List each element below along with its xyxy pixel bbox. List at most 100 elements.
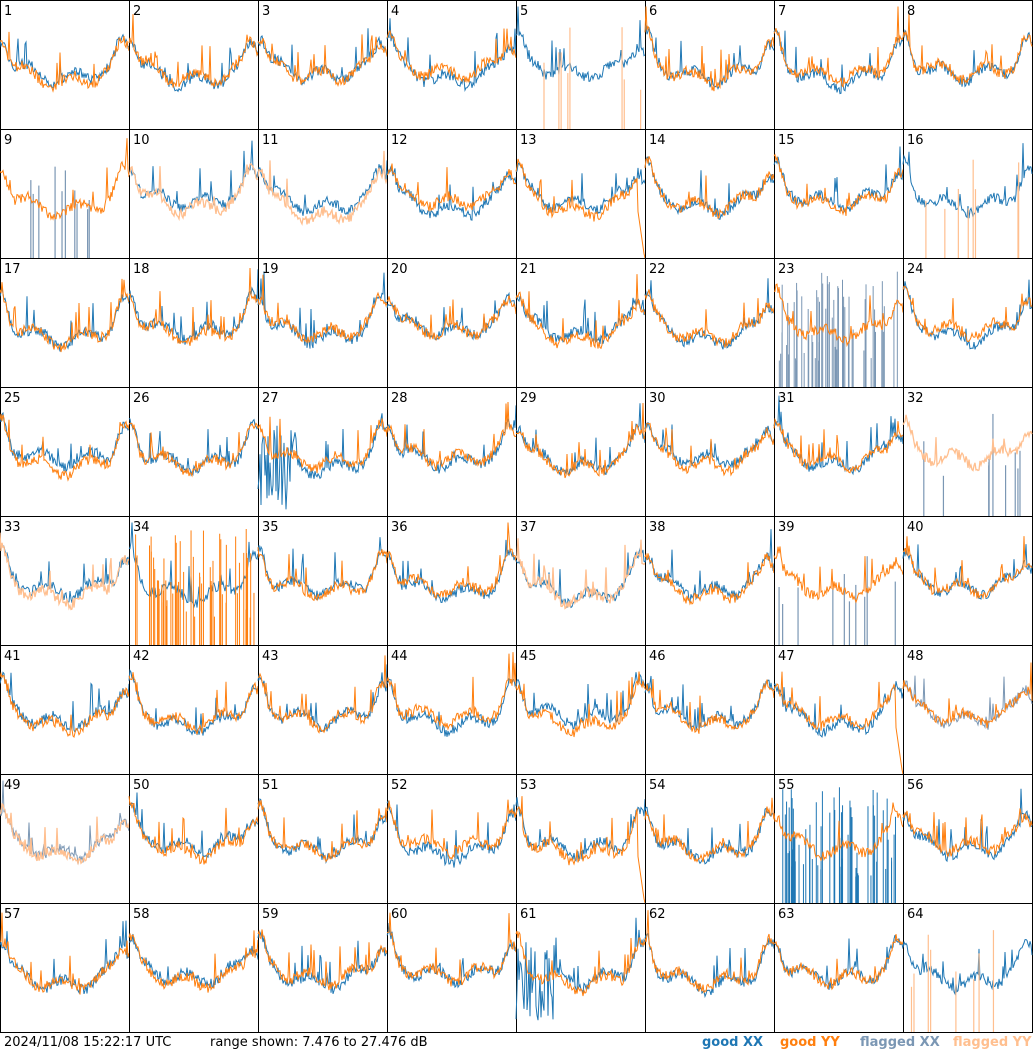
series-good-yy <box>0 671 130 738</box>
panel-label: 48 <box>907 649 924 664</box>
panel-55: 55 <box>773 774 904 904</box>
series-good-yy <box>128 422 259 478</box>
panel-label: 56 <box>907 778 924 793</box>
panel-40: 40 <box>902 516 1033 646</box>
panel-1: 1 <box>0 0 130 130</box>
series-good-yy <box>902 808 1033 858</box>
series-good-yy <box>515 930 646 997</box>
panel-8: 8 <box>902 0 1033 130</box>
series-flagged-yy <box>902 414 1033 472</box>
series-good-xx <box>128 140 259 213</box>
panel-42: 42 <box>128 645 259 775</box>
panel-label: 37 <box>520 520 537 535</box>
panel-frame <box>774 0 904 130</box>
series-good-xx <box>128 792 259 860</box>
panel-label: 9 <box>4 133 12 148</box>
panel-24: 24 <box>902 258 1033 388</box>
panel-label: 57 <box>4 907 21 922</box>
series-good-yy <box>0 278 130 353</box>
panel-label: 62 <box>649 907 666 922</box>
panel-frame <box>387 645 517 775</box>
panel-48: 48 <box>902 645 1033 775</box>
series-good-xx <box>515 296 646 345</box>
panel-36: 36 <box>386 516 517 646</box>
panel-44: 44 <box>386 645 517 775</box>
panel-34: 34 <box>128 516 259 646</box>
panel-label: 50 <box>133 778 150 793</box>
panel-label: 42 <box>133 649 150 664</box>
panel-label: 58 <box>133 907 150 922</box>
panel-20: 20 <box>386 258 517 388</box>
panel-6: 6 <box>644 0 775 130</box>
panel-label: 59 <box>262 907 279 922</box>
series-good-xx <box>257 160 388 216</box>
panel-57: 57 <box>0 903 130 1033</box>
panel-label: 10 <box>133 133 150 148</box>
series-good-yy <box>257 800 388 863</box>
panel-frame <box>645 0 775 130</box>
panel-15: 15 <box>773 129 904 259</box>
panel-label: 21 <box>520 262 537 277</box>
panel-2: 2 <box>128 0 259 130</box>
panel-label: 64 <box>907 907 924 922</box>
series-good-yy <box>515 274 646 350</box>
series-good-yy <box>128 796 259 865</box>
panel-45: 45 <box>515 645 646 775</box>
series-good-yy <box>257 655 388 734</box>
panel-60: 60 <box>386 903 517 1033</box>
panel-label: 25 <box>4 391 21 406</box>
series-good-yy <box>773 6 904 88</box>
series-good-xx <box>644 278 775 350</box>
panel-label: 24 <box>907 262 924 277</box>
panel-label: 27 <box>262 391 279 406</box>
series-good-xx <box>773 146 904 214</box>
series-good-yy <box>386 401 517 471</box>
panel-35: 35 <box>257 516 388 646</box>
panel-54: 54 <box>644 774 775 904</box>
series-good-xx <box>386 405 517 474</box>
panel-label: 18 <box>133 262 150 277</box>
panel-frame <box>645 129 775 259</box>
panel-label: 12 <box>391 133 408 148</box>
panel-47: 47 <box>773 645 904 775</box>
panel-label: 41 <box>4 649 21 664</box>
series-good-yy <box>0 413 130 482</box>
panel-label: 55 <box>778 778 795 793</box>
panel-12: 12 <box>386 129 517 259</box>
series-good-yy <box>0 31 130 93</box>
panel-label: 61 <box>520 907 537 922</box>
legend-good-xx: good XX <box>702 1035 764 1050</box>
series-flagged-yy <box>128 162 259 222</box>
series-good-xx <box>515 161 646 215</box>
panel-label: 40 <box>907 520 924 535</box>
series-good-yy <box>0 138 130 221</box>
panel-33: 33 <box>0 516 130 646</box>
panel-21: 21 <box>515 258 646 388</box>
panel-label: 6 <box>649 4 657 19</box>
series-good-yy <box>515 796 646 904</box>
panel-7: 7 <box>773 0 904 130</box>
panel-frame <box>129 903 259 1033</box>
series-flagged-yy <box>0 802 130 866</box>
panel-frame <box>0 387 130 517</box>
panel-label: 46 <box>649 649 666 664</box>
panel-label: 22 <box>649 262 666 277</box>
series-good-xx <box>257 664 388 733</box>
panel-50: 50 <box>128 774 259 904</box>
panel-52: 52 <box>386 774 517 904</box>
series-good-yy <box>257 274 388 344</box>
panel-label: 2 <box>133 4 141 19</box>
panel-frame <box>387 129 517 259</box>
panel-label: 43 <box>262 649 279 664</box>
panel-label: 29 <box>520 391 537 406</box>
series-good-yy <box>773 417 904 474</box>
panel-label: 11 <box>262 133 279 148</box>
series-good-yy <box>644 910 775 994</box>
series-flagged-yy <box>257 150 388 226</box>
panel-62: 62 <box>644 903 775 1033</box>
panel-frame <box>645 516 775 646</box>
panel-label: 49 <box>4 778 21 793</box>
panel-label: 20 <box>391 262 408 277</box>
panel-label: 30 <box>649 391 666 406</box>
